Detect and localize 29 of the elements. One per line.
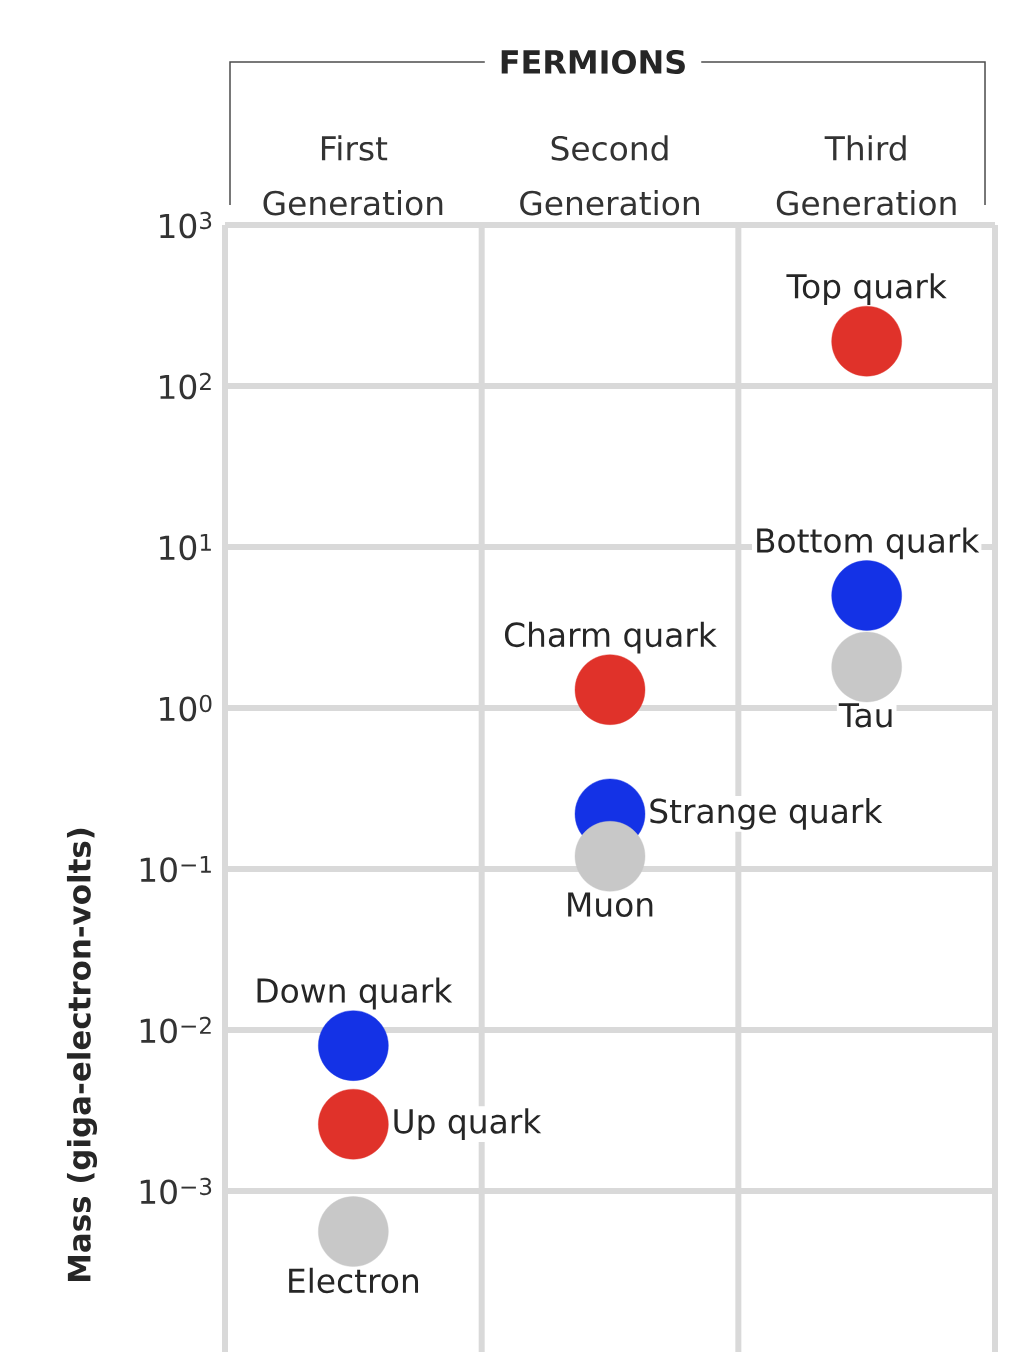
annotation: Strange quark bbox=[650, 798, 883, 830]
annotation: Up quark bbox=[394, 1108, 542, 1141]
point bbox=[574, 654, 646, 725]
y-tick-label: 10$^{−2}$ bbox=[140, 1016, 211, 1044]
point bbox=[831, 631, 902, 703]
point bbox=[318, 1089, 389, 1160]
y-tick-label: 10$^{1}$ bbox=[160, 533, 211, 561]
point bbox=[831, 305, 902, 377]
annotation: Electron bbox=[289, 1267, 419, 1294]
x-tick-label: Second Generation bbox=[520, 135, 699, 216]
chart-title: FERMIONS bbox=[501, 49, 685, 75]
annotation: Charm quark bbox=[504, 621, 717, 654]
annotation: Bottom quark bbox=[757, 527, 980, 560]
annotation: Top quark bbox=[786, 273, 947, 305]
annotation: Tau bbox=[838, 703, 892, 728]
y-axis-title: Mass (giga-electron-volts) bbox=[66, 828, 98, 1281]
y-tick-label: 10$^{3}$ bbox=[160, 211, 212, 239]
y-tick-label: 10$^{−3}$ bbox=[140, 1177, 212, 1205]
x-tick-label: First Generation bbox=[263, 135, 443, 216]
y-tick-label: 10$^{−1}$ bbox=[140, 855, 211, 883]
point bbox=[318, 1010, 389, 1081]
y-tick-label: 10$^{2}$ bbox=[160, 372, 211, 400]
annotation: Muon bbox=[568, 892, 653, 917]
point bbox=[318, 1196, 389, 1267]
point bbox=[831, 560, 902, 631]
annotation: Down quark bbox=[257, 977, 453, 1010]
y-tick-label: 10$^{0}$ bbox=[160, 694, 212, 722]
point bbox=[574, 821, 646, 892]
x-tick-label: Third Generation bbox=[776, 135, 956, 216]
